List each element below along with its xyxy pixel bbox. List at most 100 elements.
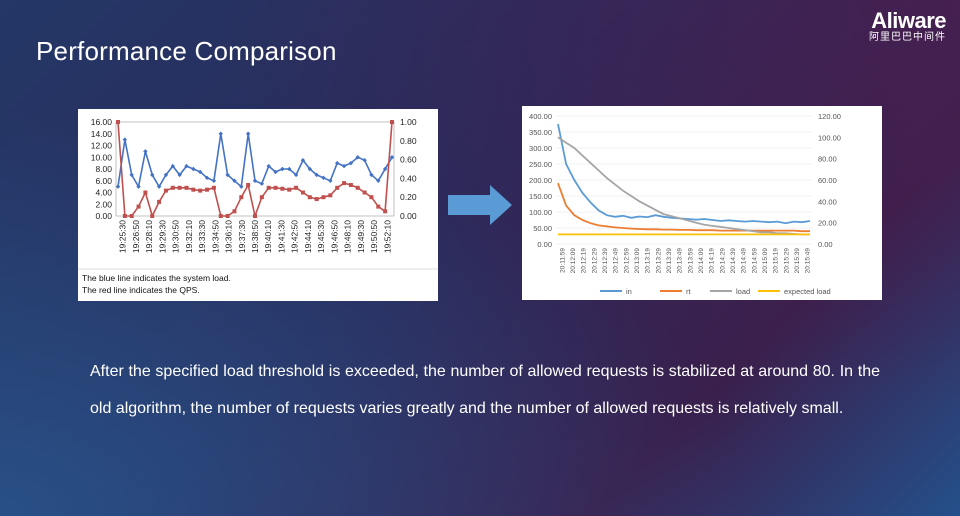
y-left-tick-label: 300.00 [529,144,552,153]
data-point [266,163,271,169]
y-left-tick-label: 4.00 [95,188,112,198]
data-point [239,184,244,189]
data-point [369,195,374,200]
y-right-tick-label: 20.00 [818,219,837,228]
data-point [122,137,128,142]
data-point [143,190,148,195]
y-right-tick-label: 0.80 [400,136,417,146]
x-tick-label: 19:36:10 [224,220,234,253]
x-tick-label: 20:13:59 [687,248,694,274]
legend-label: in [626,287,632,296]
x-tick-label: 20:13:09 [634,248,641,274]
x-tick-label: 20:12:39 [602,248,609,274]
y-right-tick-label: 0.00 [818,240,833,249]
x-tick-label: 20:13:19 [645,248,652,274]
x-tick-label: 19:50:50 [369,220,379,253]
y-right-tick-label: 0.60 [400,155,417,165]
x-tick-label: 20:14:49 [741,248,748,274]
x-tick-label: 19:41:30 [276,220,286,253]
data-point [362,190,367,195]
y-left-tick-label: 350.00 [529,128,552,137]
data-point [129,214,134,218]
y-left-tick-label: 250.00 [529,160,552,169]
new-algorithm-chart: 0.00 50.00 100.00 150.00 200.00 250.00 300.00 3… [529,112,841,296]
x-tick-label: 19:52:10 [382,220,392,253]
x-tick-label: 20:15:29 [783,248,790,274]
legend-label: expected load [784,287,831,296]
y-left-tick-label: 10.00 [91,152,113,162]
data-point [314,197,319,202]
y-left-tick-label: 0.00 [537,240,552,249]
x-tick-label: 20:12:29 [591,248,598,274]
data-point [204,175,210,181]
caption-blue-line: The blue line indicates the system load. [82,273,231,283]
data-point [150,214,155,218]
y-right-tick-label: 0.20 [400,192,417,202]
x-tick-label: 20:13:39 [666,248,673,274]
x-tick-label: 20:14:09 [698,248,705,274]
x-tick-label: 19:44:10 [303,220,313,253]
x-tick-label: 20:12:19 [581,248,588,274]
data-point [280,186,285,191]
new-algorithm-chart-panel: 0.00 50.00 100.00 150.00 200.00 250.00 300.00 3… [522,106,882,300]
y-right-tick-label: 80.00 [818,155,837,164]
data-point [280,166,285,172]
x-tick-label: 20:12:49 [613,248,620,274]
y-left-tick-label: 0.00 [95,211,112,221]
series-line-load [557,136,810,236]
data-point [205,187,210,192]
x-tick-label: 20:13:29 [655,248,662,274]
data-point [266,185,271,190]
y-left-tick-label: 16.00 [91,117,113,127]
data-point [191,187,196,192]
x-tick-label: 19:49:30 [356,220,366,253]
x-tick-label: 20:15:09 [762,248,769,274]
x-tick-label: 20:14:19 [709,248,716,274]
y-left-tick-label: 14.00 [91,129,113,139]
data-point [246,182,251,187]
data-point [122,214,127,218]
x-tick-label: 19:28:10 [144,220,154,253]
data-point [307,195,312,200]
data-point [115,184,121,189]
data-point [376,204,381,209]
y-right-tick-label: 100.00 [818,133,841,142]
y-right-tick-label: 40.00 [818,197,837,206]
y-right-tick-label: 60.00 [818,176,837,185]
data-point [129,172,134,178]
x-tick-label: 20:14:39 [730,248,737,274]
logo-sub-text: 阿里巴巴中间件 [869,32,946,43]
data-point [300,157,306,163]
data-point [232,209,237,214]
x-tick-label: 20:15:19 [773,248,780,274]
x-tick-label: 19:40:10 [263,220,273,253]
x-tick-label: 20:13:49 [677,248,684,274]
y-left-tick-label: 100.00 [529,208,552,217]
y-left-tick-label: 6.00 [95,176,112,186]
x-tick-label: 19:48:10 [343,220,353,253]
y-left-tick-label: 150.00 [529,192,552,201]
data-point [143,149,148,154]
caption-red-line: The red line indicates the QPS. [82,285,200,295]
data-point [273,185,278,190]
slide-title: Performance Comparison [36,36,337,66]
data-point [253,214,257,218]
x-tick-label: 20:11:59 [559,248,566,273]
data-point [287,187,292,192]
data-point [252,178,258,183]
data-point [225,214,230,218]
x-tick-label: 20:14:29 [719,248,726,274]
x-tick-label: 20:15:49 [805,248,812,274]
data-point [211,185,216,190]
data-point [136,184,141,189]
data-point [300,190,305,195]
data-point [335,185,340,190]
logo-main-text: Aliware [871,8,946,33]
data-point [170,163,175,169]
x-tick-label: 19:25:30 [118,220,128,253]
data-point [116,120,120,124]
x-tick-label: 19:29:30 [157,220,167,253]
y-right-tick-label: 1.00 [400,117,417,127]
data-point [328,193,333,198]
data-point [163,172,169,178]
